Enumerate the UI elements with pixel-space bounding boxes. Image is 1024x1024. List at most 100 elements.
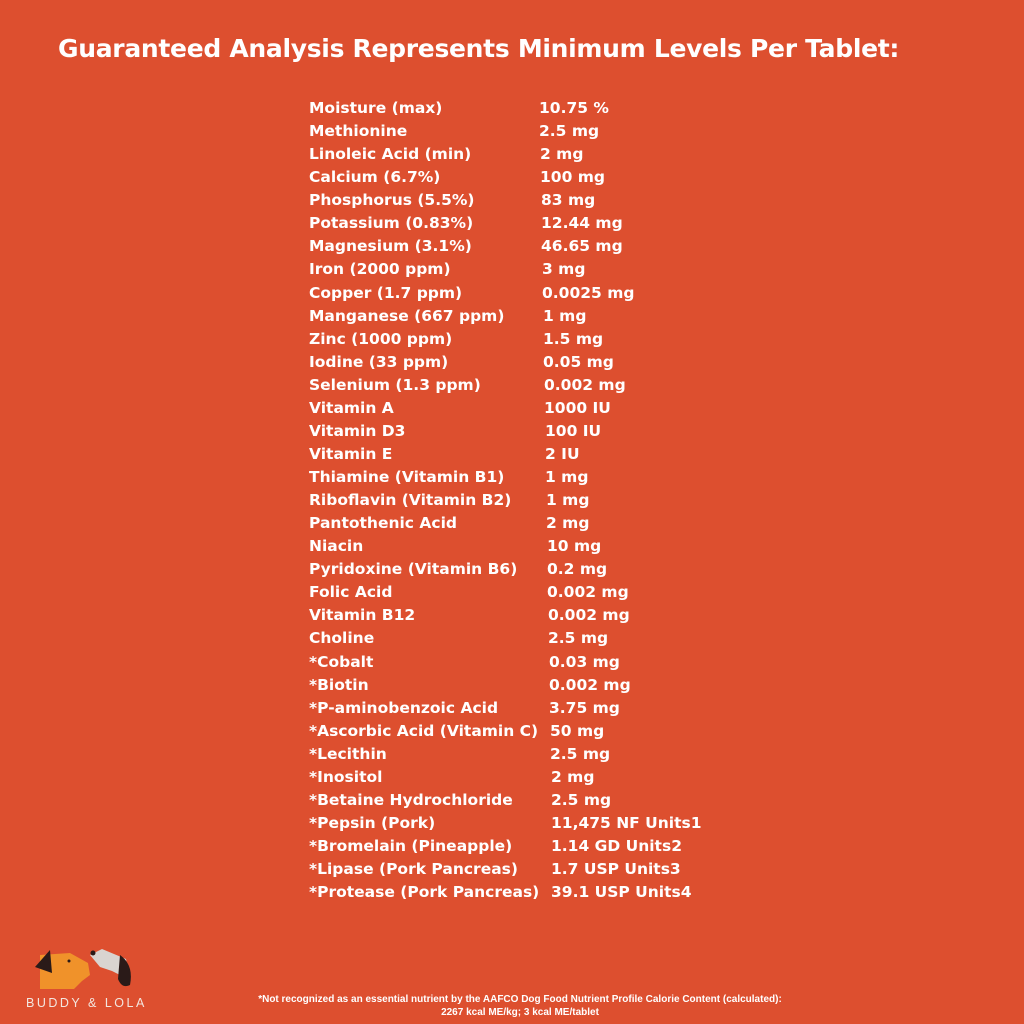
table-row: Vitamin D3 100 IU (309, 420, 601, 443)
nutrient-value: 46.65 mg (541, 237, 623, 256)
table-row: *P-aminobenzoic Acid 3.75 mg (309, 697, 620, 720)
nutrient-name: *Inositol (309, 767, 383, 786)
table-row: Moisture (max) 10.75 % (309, 97, 609, 120)
nutrient-name: Iodine (33 ppm) (309, 352, 449, 371)
table-row: Phosphorus (5.5%) 83 mg (309, 189, 595, 212)
table-row: *Lecithin 2.5 mg (309, 743, 610, 766)
nutrient-value: 2 mg (546, 514, 590, 533)
nutrient-name: Copper (1.7 ppm) (309, 283, 463, 302)
nutrient-value: 1 mg (543, 306, 587, 325)
nutrient-value: 3.75 mg (549, 698, 620, 717)
nutrient-value: 0.002 mg (549, 675, 631, 694)
nutrient-name: Pyridoxine (Vitamin B6) (309, 560, 518, 579)
table-row: *Biotin 0.002 mg (309, 674, 631, 697)
nutrient-value: 1.14 GD Units2 (551, 837, 682, 855)
table-row: Iron (2000 ppm) 3 mg (309, 258, 585, 281)
table-row: Vitamin A 1000 IU (309, 397, 611, 420)
nutrient-name: *Ascorbic Acid (Vitamin C) (309, 721, 539, 740)
nutrient-name: *Biotin (309, 675, 369, 694)
footnote-line-2: 2267 kcal ME/kg; 3 kcal ME/tablet (441, 1007, 599, 1018)
nutrient-name: Calcium (6.7%) (309, 168, 441, 187)
nutrient-name: Vitamin E (309, 444, 393, 463)
nutrient-value: 2 mg (540, 145, 584, 164)
nutrient-value: 100 IU (545, 421, 602, 440)
nutrient-value: 0.0025 mg (542, 283, 635, 302)
nutrient-value: 2.5 mg (550, 744, 611, 763)
nutrient-name: Folic Acid (309, 583, 393, 602)
nutrient-name: Choline (309, 629, 375, 648)
table-row: Niacin 10 mg (309, 535, 601, 558)
table-row: Riboflavin (Vitamin B2) 1 mg (309, 489, 589, 512)
table-row: Thiamine (Vitamin B1) 1 mg (309, 466, 588, 489)
table-row: *Betaine Hydrochloride 2.5 mg (309, 789, 611, 812)
nutrient-name: Vitamin B12 (309, 606, 416, 625)
nutrient-value: 39.1 USP Units4 (551, 883, 692, 902)
nutrient-value: 83 mg (541, 191, 596, 210)
nutrient-value: 0.002 mg (547, 583, 629, 602)
nutrient-name: Potassium (0.83%) (309, 214, 474, 233)
table-row: Magnesium (3.1%) 46.65 mg (309, 235, 623, 258)
nutrient-value: 11,475 NF Units1 (551, 813, 702, 832)
table-row: Vitamin B12 0.002 mg (309, 604, 630, 627)
nutrient-name: *Protease (Pork Pancreas) (309, 883, 540, 902)
nutrient-name: Zinc (1000 ppm) (309, 329, 453, 348)
nutrient-name: Vitamin D3 (309, 421, 406, 440)
table-row: Selenium (1.3 ppm) 0.002 mg (309, 374, 626, 397)
nutrient-value: 2.5 mg (539, 122, 600, 141)
nutrient-name: Niacin (309, 537, 364, 556)
nutrient-name: Linoleic Acid (min) (309, 145, 472, 164)
table-row: Calcium (6.7%) 100 mg (309, 166, 605, 189)
table-row: *Pepsin (Pork) 11,475 NF Units1 (309, 812, 702, 835)
nutrient-value: 0.002 mg (544, 375, 626, 394)
nutrient-name: Moisture (max) (309, 99, 443, 117)
nutrient-name: Manganese (667 ppm) (309, 306, 505, 325)
nutrient-name: Thiamine (Vitamin B1) (309, 468, 505, 486)
nutrient-name: Magnesium (3.1%) (309, 237, 472, 256)
page-title: Guaranteed Analysis Represents Minimum L… (58, 34, 900, 63)
nutrient-name: Phosphorus (5.5%) (309, 191, 475, 210)
table-row: Iodine (33 ppm) 0.05 mg (309, 351, 614, 374)
brand-name: BUDDY & LOLA (26, 996, 147, 1010)
table-row: Choline 2.5 mg (309, 627, 608, 650)
nutrient-name: *Lipase (Pork Pancreas) (309, 860, 518, 879)
nutrient-value: 3 mg (542, 260, 586, 279)
nutrient-name: Selenium (1.3 ppm) (309, 375, 481, 394)
table-row: Pantothenic Acid 2 mg (309, 512, 589, 535)
nutrient-value: 2 mg (551, 767, 595, 786)
nutrient-name: Pantothenic Acid (309, 514, 457, 533)
nutrient-name: *Bromelain (Pineapple) (309, 837, 513, 855)
footnote: *Not recognized as an essential nutrient… (200, 993, 840, 1019)
table-row: Copper (1.7 ppm) 0.0025 mg (309, 282, 634, 305)
nutrient-value: 0.002 mg (548, 606, 630, 625)
table-row: Manganese (667 ppm) 1 mg (309, 305, 586, 328)
table-row: *Bromelain (Pineapple) 1.14 GD Units2 (309, 835, 682, 858)
nutrient-name: Iron (2000 ppm) (309, 260, 451, 279)
table-row: Methionine 2.5 mg (309, 120, 599, 143)
table-row: *Ascorbic Acid (Vitamin C) 50 mg (309, 720, 604, 743)
nutrient-value: 1 mg (546, 491, 590, 510)
nutrient-value: 1.5 mg (543, 329, 604, 348)
nutrient-value: 10.75 % (539, 99, 609, 117)
table-row: *Inositol 2 mg (309, 766, 594, 789)
nutrient-name: *Betaine Hydrochloride (309, 790, 513, 809)
analysis-table: Moisture (max) 10.75 % Methionine 2.5 mg Lin… (309, 97, 702, 904)
table-row: *Cobalt 0.03 mg (309, 651, 620, 674)
nutrient-value: 1 mg (545, 468, 589, 486)
nutrient-name: *Cobalt (309, 652, 374, 671)
nutrient-value: 0.05 mg (543, 352, 614, 371)
nutrient-value: 12.44 mg (541, 214, 623, 233)
table-row: Linoleic Acid (min) 2 mg (309, 143, 583, 166)
nutrient-name: *P-aminobenzoic Acid (309, 698, 499, 717)
buddy-lola-logo-icon (35, 949, 131, 989)
table-row: *Lipase (Pork Pancreas) 1.7 USP Units3 (309, 858, 681, 881)
nutrient-value: 100 mg (540, 168, 605, 187)
nutrient-value: 2.5 mg (548, 629, 609, 648)
table-row: *Protease (Pork Pancreas) 39.1 USP Units4 (309, 881, 692, 904)
nutrient-value: 1000 IU (544, 398, 611, 417)
nutrient-name: Methionine (309, 122, 408, 141)
table-row: Folic Acid 0.002 mg (309, 581, 629, 604)
nutrient-value: 2.5 mg (551, 790, 612, 809)
footnote-line-1: *Not recognized as an essential nutrient… (258, 994, 782, 1005)
nutrient-name: *Lecithin (309, 744, 387, 763)
nutrient-name: Vitamin A (309, 398, 394, 417)
